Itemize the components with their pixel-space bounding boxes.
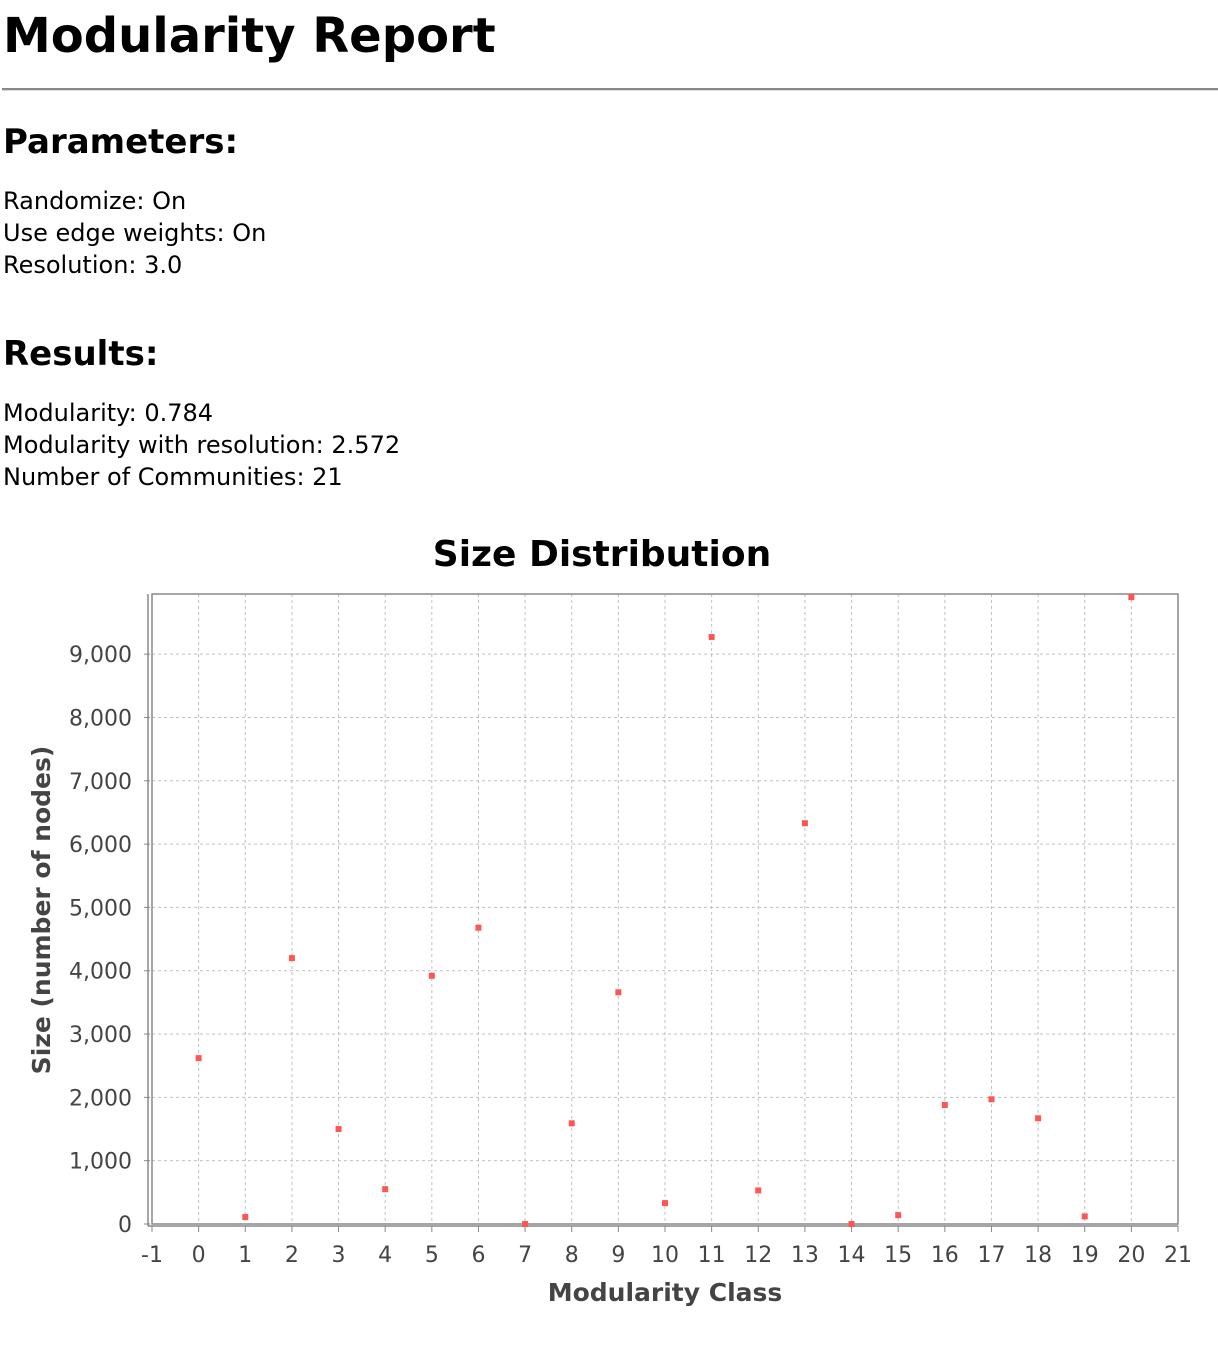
- x-tick-label: 12: [744, 1243, 772, 1268]
- results-heading: Results:: [3, 334, 159, 374]
- x-tick-label: 7: [518, 1243, 532, 1268]
- y-tick-label: 5,000: [69, 896, 132, 921]
- data-point: [288, 955, 295, 962]
- data-point: [848, 1221, 855, 1227]
- param-edge-weights: Use edge weights: On: [3, 219, 267, 247]
- data-point: [568, 1120, 575, 1127]
- y-tick-label: 4,000: [69, 960, 132, 985]
- parameters-heading: Parameters:: [3, 122, 239, 162]
- x-tick-label: 16: [931, 1243, 959, 1268]
- x-tick-label: 1: [238, 1243, 252, 1268]
- x-tick-label: 3: [332, 1243, 346, 1268]
- data-point: [382, 1186, 389, 1193]
- data-point: [195, 1055, 202, 1062]
- x-tick-label: 13: [791, 1243, 819, 1268]
- data-point: [242, 1214, 249, 1221]
- data-point: [801, 820, 808, 827]
- x-tick-label: 6: [471, 1243, 485, 1268]
- data-point: [335, 1126, 342, 1133]
- x-tick-label: 21: [1164, 1243, 1192, 1268]
- x-tick-label: 15: [884, 1243, 912, 1268]
- param-randomize: Randomize: On: [3, 187, 187, 215]
- x-tick-label: 10: [651, 1243, 679, 1268]
- data-point: [522, 1221, 529, 1227]
- title-divider: [2, 88, 1218, 91]
- result-modularity-resolution: Modularity with resolution: 2.572: [3, 431, 401, 459]
- param-resolution: Resolution: 3.0: [3, 251, 183, 279]
- axes: [144, 593, 1179, 1232]
- parameters-list: Randomize: On Use edge weights: On Resol…: [3, 185, 266, 281]
- x-tick-label: 18: [1024, 1243, 1052, 1268]
- results-list: Modularity: 0.784 Modularity with resolu…: [3, 397, 400, 493]
- x-tick-label: 19: [1071, 1243, 1099, 1268]
- y-tick-label: 0: [118, 1213, 132, 1238]
- x-axis-label: Modularity Class: [548, 1278, 783, 1307]
- data-point: [475, 924, 482, 931]
- x-tick-label: 2: [285, 1243, 299, 1268]
- x-tick-label: 0: [192, 1243, 206, 1268]
- data-point: [708, 634, 715, 641]
- size-distribution-chart: Size Distribution -1 0 1 2 3 4 5 6 7 8 9 10 11 12 13 14…: [27, 534, 1192, 1307]
- data-point: [755, 1187, 762, 1194]
- x-tick-label: 5: [425, 1243, 439, 1268]
- x-tick-label: 4: [378, 1243, 392, 1268]
- data-point: [662, 1200, 668, 1207]
- report-title: Modularity Report: [3, 8, 496, 64]
- x-tick-label: 14: [838, 1243, 866, 1268]
- data-points: [195, 594, 1135, 1227]
- data-point: [428, 972, 435, 979]
- grid-lines: [152, 594, 1178, 1224]
- y-tick-label: 6,000: [69, 833, 132, 858]
- data-point: [1081, 1213, 1088, 1220]
- x-tick-label: 20: [1117, 1243, 1145, 1268]
- y-tick-label: 2,000: [69, 1086, 132, 1111]
- y-tick-label: 3,000: [69, 1023, 132, 1048]
- x-tick-label: 9: [611, 1243, 625, 1268]
- y-axis-label: Size (number of nodes): [27, 746, 56, 1075]
- x-tick-label: 11: [698, 1243, 726, 1268]
- x-tick-label: 8: [565, 1243, 579, 1268]
- y-tick-label: 8,000: [69, 706, 132, 731]
- data-point: [615, 989, 622, 996]
- data-point: [1128, 594, 1135, 601]
- y-tick-label: 1,000: [69, 1150, 132, 1175]
- plot-border: [151, 593, 1179, 1225]
- data-point: [1035, 1115, 1042, 1122]
- y-tick-label: 9,000: [69, 643, 132, 668]
- data-point: [895, 1212, 902, 1219]
- data-point: [988, 1096, 995, 1103]
- result-communities: Number of Communities: 21: [3, 463, 343, 491]
- tick-labels: -1 0 1 2 3 4 5 6 7 8 9 10 11 12 13 14 15 16 17 18 19 20 2101,0…: [69, 643, 1192, 1268]
- data-point: [941, 1101, 948, 1108]
- x-tick-label: -1: [141, 1243, 163, 1268]
- y-tick-label: 7,000: [69, 770, 132, 795]
- result-modularity: Modularity: 0.784: [3, 399, 214, 427]
- x-tick-label: 17: [977, 1243, 1005, 1268]
- chart-title: Size Distribution: [433, 534, 771, 575]
